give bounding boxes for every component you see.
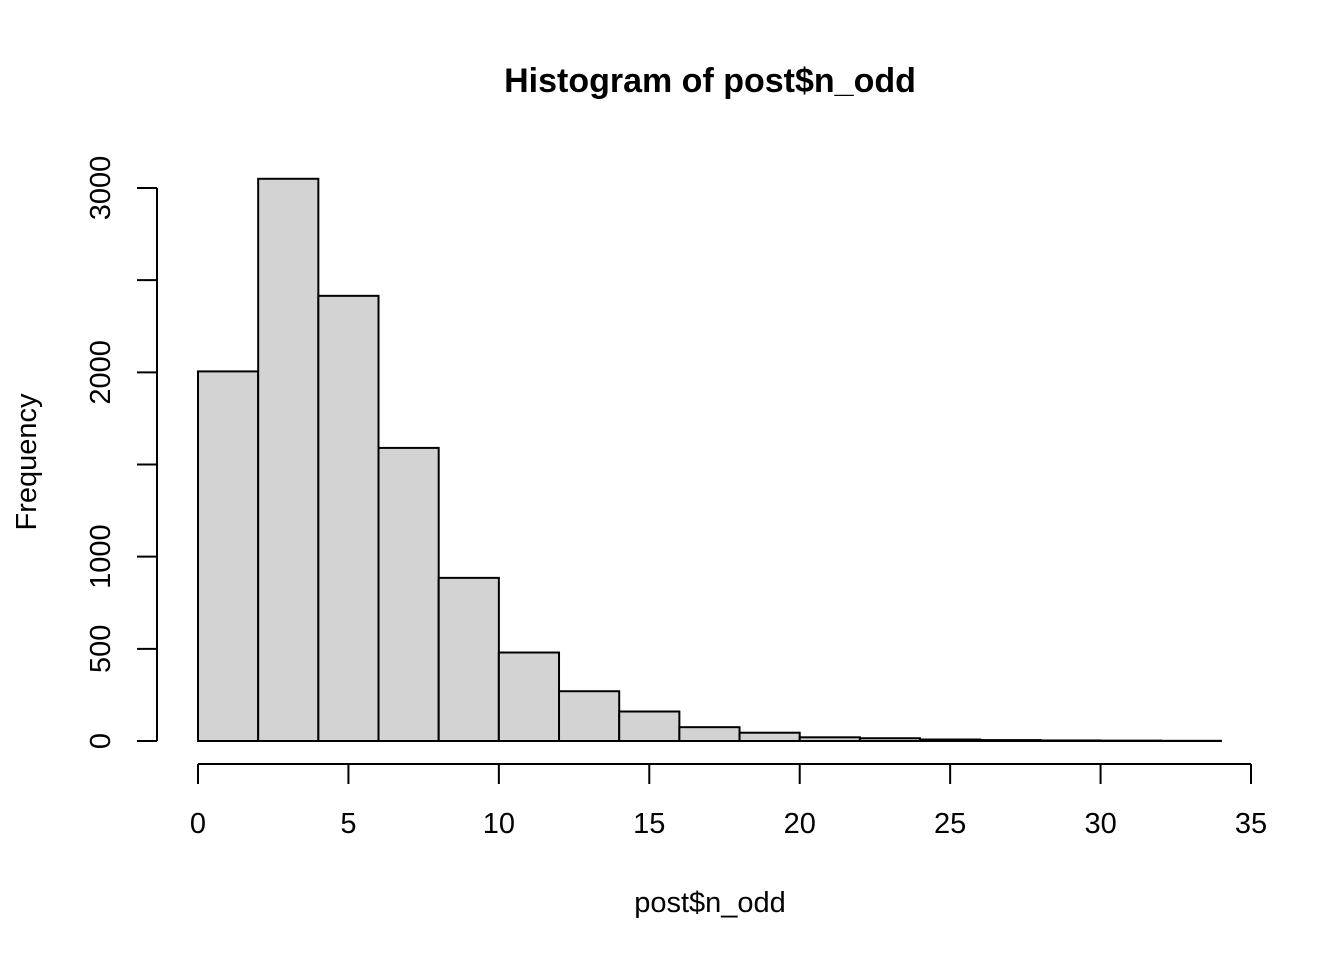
histogram-bar: [979, 739, 1042, 742]
x-tick-label: 35: [1235, 808, 1267, 840]
x-tick-label: 5: [340, 808, 356, 840]
y-tick-label: 3000: [85, 156, 117, 221]
histogram-bar: [858, 737, 922, 742]
x-tick-label: 15: [633, 808, 665, 840]
histogram-bar: [558, 690, 621, 742]
histogram-bar: [437, 576, 500, 742]
histogram-bar: [618, 710, 681, 742]
histogram-bar: [257, 177, 320, 743]
histogram-bar: [1039, 739, 1102, 743]
bars: [197, 177, 1222, 743]
y-axis: 0 500 1000 2000 3000: [85, 156, 158, 749]
y-tick-label: 2000: [85, 340, 117, 405]
histogram-bar: [919, 738, 982, 742]
x-tick-label: 30: [1084, 808, 1116, 840]
x-tick-label: 25: [934, 808, 966, 840]
y-axis-label: Frequency: [11, 393, 43, 531]
histogram-bar: [377, 446, 440, 742]
histogram-bar: [497, 651, 561, 743]
histogram-bar: [317, 294, 380, 742]
x-tick-label: 0: [190, 808, 206, 840]
x-axis: 0 5 10 15 20 25 30 35: [190, 763, 1267, 840]
x-tick-label: 10: [483, 808, 515, 840]
histogram-bar: [197, 370, 260, 742]
y-tick-label: 0: [85, 733, 117, 749]
histogram-bar: [678, 726, 741, 742]
x-tick-label: 20: [784, 808, 816, 840]
y-tick-label: 500: [85, 625, 117, 673]
x-axis-label: post$n_odd: [634, 887, 786, 919]
chart-title: Histogram of post$n_odd: [504, 62, 916, 100]
histogram-bar: [738, 731, 801, 743]
histogram-bar: [798, 736, 861, 743]
y-tick-label: 1000: [85, 524, 117, 589]
